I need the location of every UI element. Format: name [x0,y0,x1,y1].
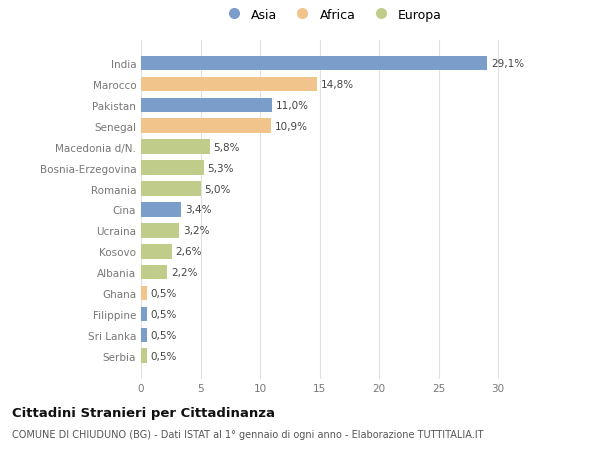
Legend: Asia, Africa, Europa: Asia, Africa, Europa [216,4,447,27]
Bar [141,78,317,92]
Text: 2,6%: 2,6% [176,247,202,257]
Text: 14,8%: 14,8% [321,80,354,90]
Bar [141,286,147,301]
Text: 0,5%: 0,5% [151,330,177,340]
Text: 5,0%: 5,0% [204,184,230,194]
Bar [141,244,172,259]
Text: 0,5%: 0,5% [151,351,177,361]
Bar [141,119,271,134]
Bar [141,265,167,280]
Bar [141,56,487,71]
Text: 2,2%: 2,2% [171,268,197,278]
Bar [141,161,204,175]
Bar [141,203,181,217]
Text: 5,3%: 5,3% [208,163,234,173]
Bar [141,328,147,342]
Bar [141,140,210,155]
Text: 5,8%: 5,8% [214,142,240,152]
Text: 11,0%: 11,0% [275,101,308,111]
Text: 0,5%: 0,5% [151,309,177,319]
Text: 3,4%: 3,4% [185,205,212,215]
Bar [141,98,272,113]
Text: 0,5%: 0,5% [151,288,177,298]
Text: 10,9%: 10,9% [274,122,307,132]
Bar [141,307,147,322]
Text: COMUNE DI CHIUDUNO (BG) - Dati ISTAT al 1° gennaio di ogni anno - Elaborazione T: COMUNE DI CHIUDUNO (BG) - Dati ISTAT al … [12,429,484,439]
Bar [141,182,200,196]
Text: 3,2%: 3,2% [182,226,209,236]
Text: Cittadini Stranieri per Cittadinanza: Cittadini Stranieri per Cittadinanza [12,406,275,419]
Bar [141,224,179,238]
Text: 29,1%: 29,1% [491,59,524,69]
Bar [141,349,147,364]
